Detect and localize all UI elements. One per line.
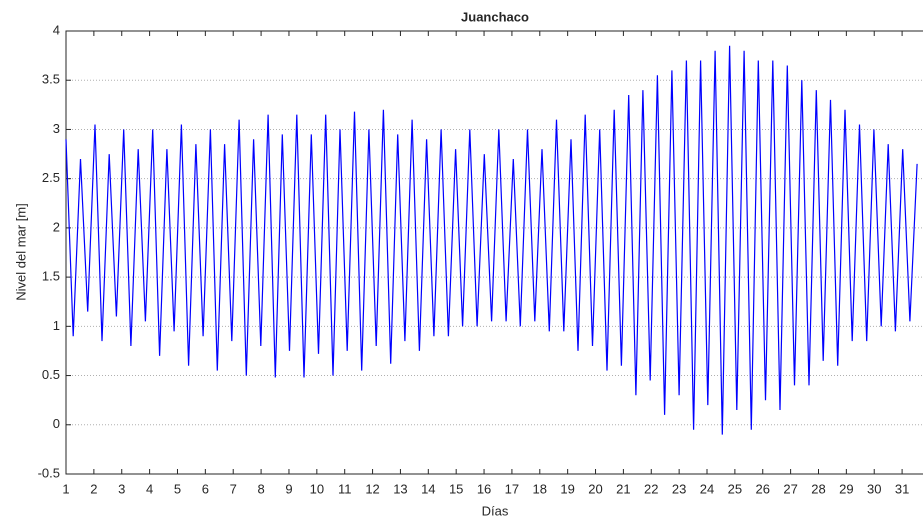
x-tick-label: 13 [393,481,407,496]
x-tick-label: 30 [867,481,881,496]
x-tick-label: 12 [365,481,379,496]
x-tick-label: 15 [449,481,463,496]
x-tick-label: 3 [118,481,125,496]
x-tick-label: 4 [146,481,153,496]
tide-line [65,45,918,435]
x-tick-label: 24 [700,481,714,496]
axes-frame [65,30,923,475]
x-tick-label: 31 [895,481,909,496]
y-tick-label: 1.5 [42,269,60,284]
x-tick-label: 21 [616,481,630,496]
y-tick-label: 2.5 [42,170,60,185]
y-tick-label: 0.5 [42,367,60,382]
x-tick-label: 16 [477,481,491,496]
y-tick-label: -0.5 [38,465,60,480]
y-tick-label: 4 [53,22,60,37]
x-tick-label: 14 [421,481,435,496]
x-tick-label: 11 [338,481,352,496]
y-axis-label: Nivel del mar [m] [13,203,28,301]
y-tick-label: 2 [53,219,60,234]
x-tick-label: 28 [811,481,825,496]
x-tick-label: 10 [310,481,324,496]
x-tick-label: 8 [257,481,264,496]
x-tick-label: 23 [672,481,686,496]
x-tick-label: 18 [533,481,547,496]
y-tick-label: 0 [53,416,60,431]
chart-title: Juanchaco [461,9,529,24]
x-tick-label: 2 [90,481,97,496]
x-tick-label: 6 [202,481,209,496]
x-tick-label: 22 [644,481,658,496]
x-tick-label: 9 [285,481,292,496]
x-tick-label: 25 [728,481,742,496]
x-tick-label: 20 [588,481,602,496]
y-tick-label: 1 [53,318,60,333]
x-tick-label: 17 [505,481,519,496]
x-tick-label: 29 [839,481,853,496]
x-axis-label: Días [482,503,509,518]
y-tick-label: 3 [53,121,60,136]
x-tick-label: 7 [230,481,237,496]
x-tick-label: 5 [174,481,181,496]
x-tick-label: 26 [756,481,770,496]
x-tick-label: 19 [560,481,574,496]
x-tick-label: 1 [62,481,69,496]
y-tick-label: 3.5 [42,72,60,87]
x-tick-label: 27 [783,481,797,496]
